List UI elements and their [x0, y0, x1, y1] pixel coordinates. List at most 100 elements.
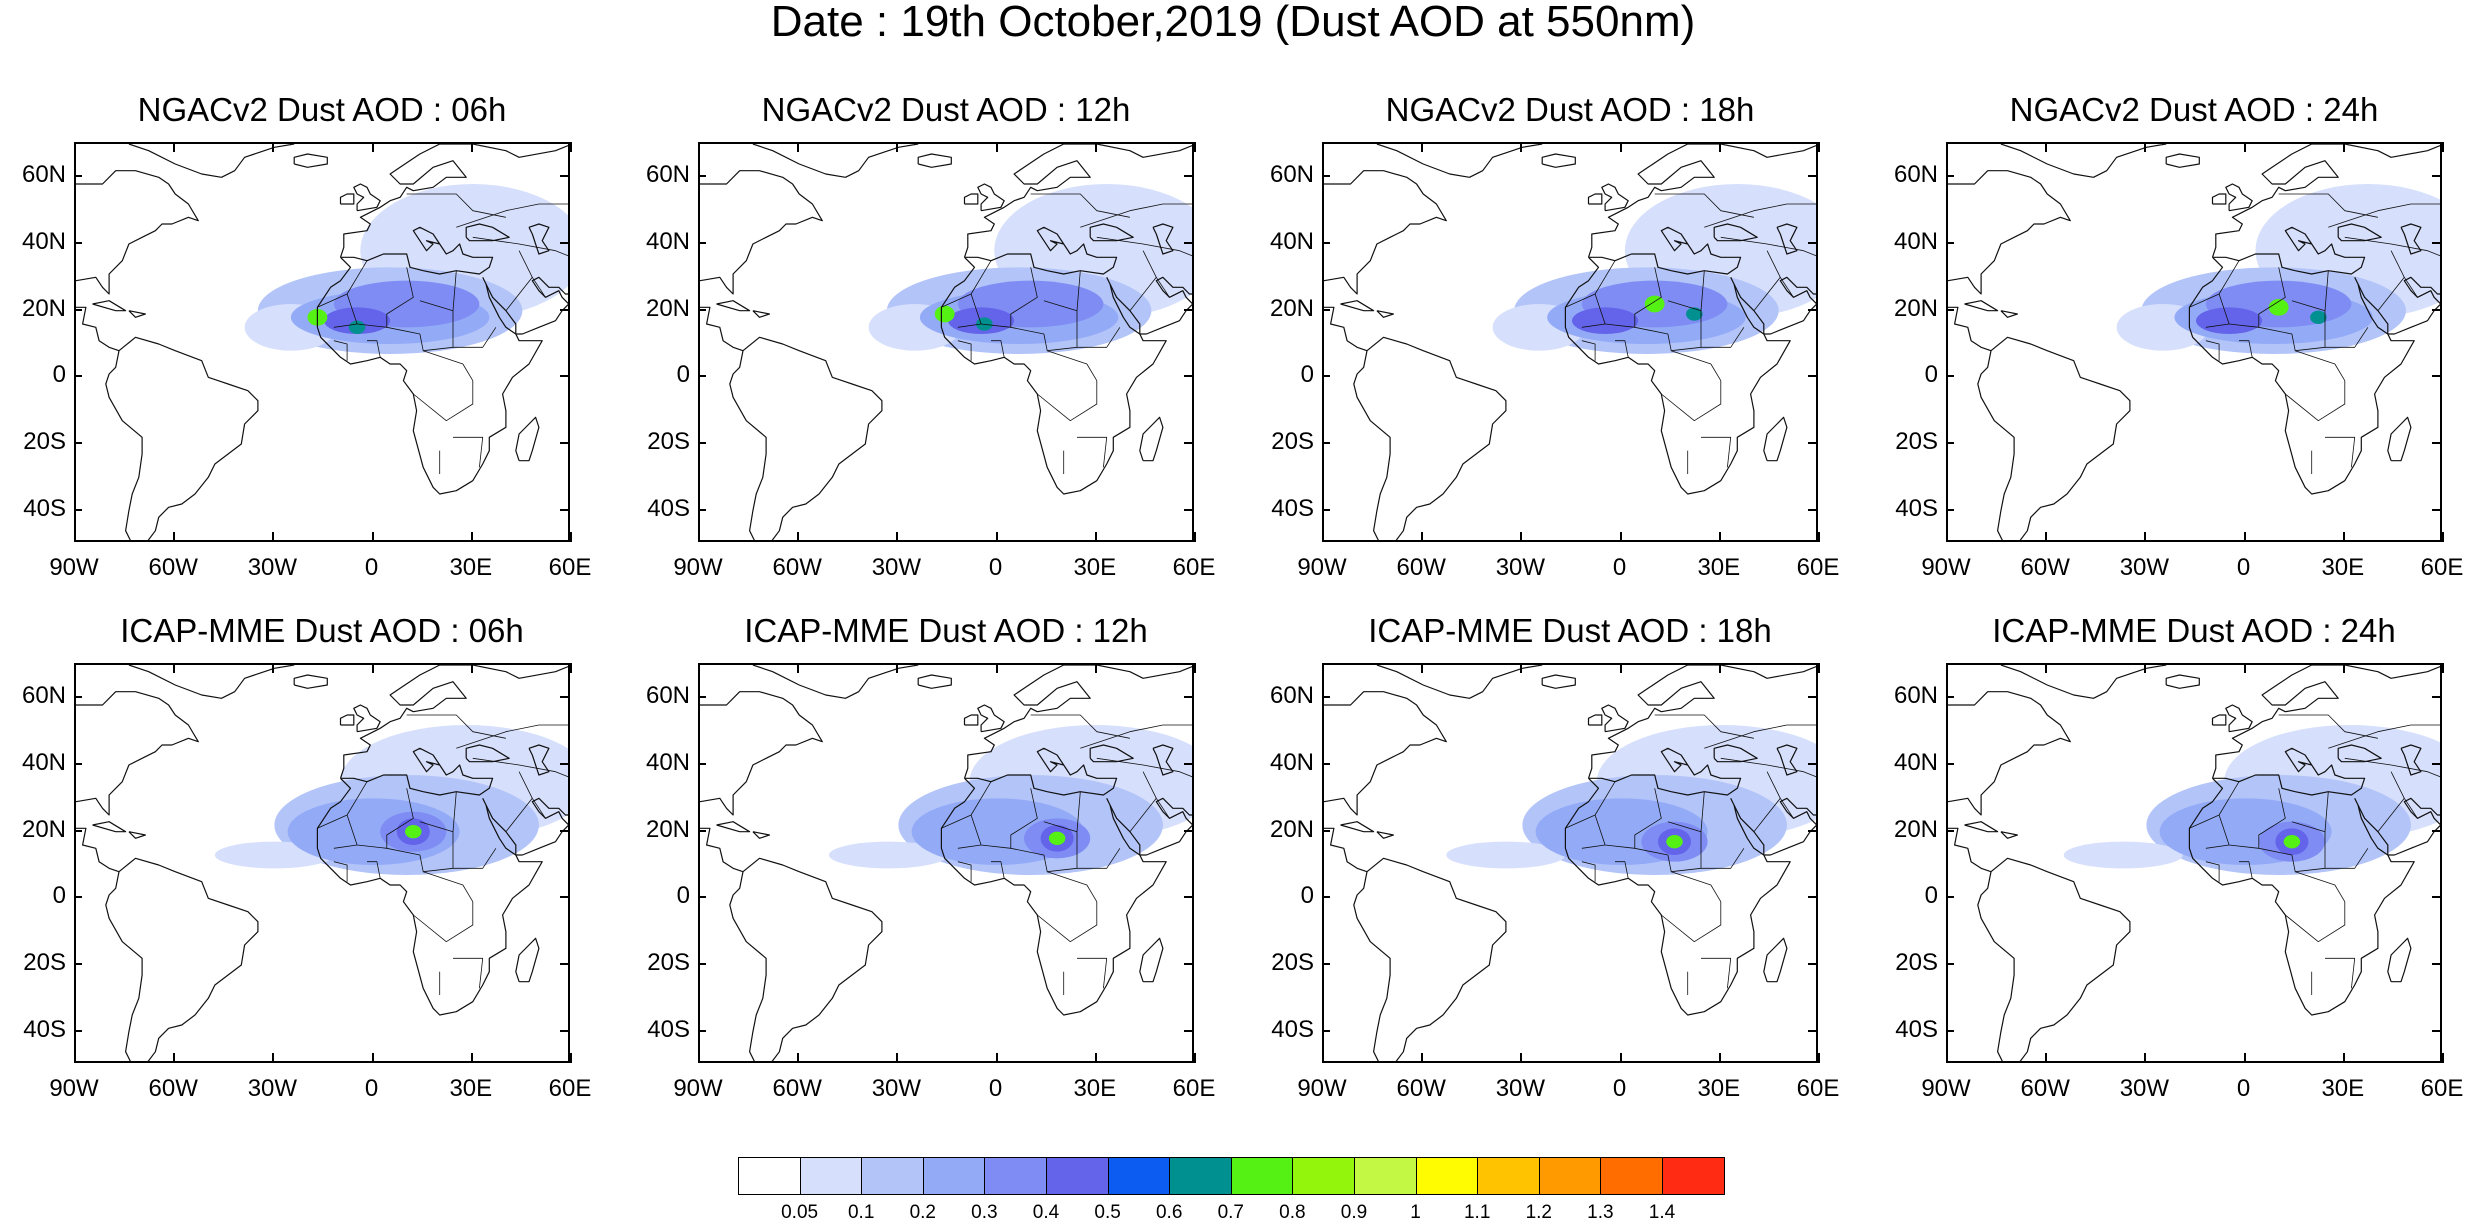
latitude-tick — [74, 829, 82, 832]
coastline — [316, 256, 543, 495]
coastline — [963, 665, 1192, 779]
coastline — [1340, 300, 1375, 312]
coastline — [128, 831, 147, 839]
country-border — [1667, 300, 1702, 312]
longitude-tick — [1619, 142, 1622, 152]
coastline — [917, 153, 952, 168]
latitude-tick — [1184, 442, 1192, 444]
longitude-tick — [1194, 142, 1196, 152]
country-border — [386, 791, 457, 873]
country-border — [2205, 861, 2220, 882]
coastline — [1964, 821, 1999, 833]
country-border — [1581, 340, 1596, 361]
longitude-tick — [1619, 663, 1622, 673]
longitude-tick — [2342, 1053, 2345, 1063]
colorbar-label: 0.8 — [1279, 1202, 1306, 1223]
country-border — [1704, 724, 1816, 749]
latitude-tick-label: 40S — [647, 1015, 690, 1043]
colorbar-swatch — [1046, 1157, 1109, 1195]
latitude-tick — [1184, 308, 1192, 311]
colorbar-swatch — [1230, 1157, 1294, 1195]
longitude-tick — [371, 663, 374, 673]
dust-aod-contour — [405, 825, 422, 839]
latitude-tick — [74, 696, 82, 699]
coastline — [1977, 336, 2131, 540]
dust-aod-map — [698, 663, 1194, 1063]
country-border — [317, 781, 368, 829]
longitude-tick-label: 0 — [2236, 554, 2251, 581]
latitude-tick — [1808, 696, 1816, 699]
coastline — [1763, 937, 1788, 983]
dust-aod-contour — [348, 320, 366, 334]
latitude-tick — [1808, 508, 1816, 511]
coastline — [1152, 223, 1174, 255]
latitude-tick — [1322, 696, 1330, 699]
country-border — [2229, 788, 2286, 849]
coastline — [700, 691, 823, 816]
country-border — [1605, 788, 1662, 849]
panel-title: NGACv2 Dust AOD : 24h — [2009, 91, 2379, 128]
longitude-tick — [1094, 663, 1097, 673]
latitude-tick-label: 20S — [23, 428, 66, 455]
longitude-tick-label: 60W — [1396, 554, 1446, 581]
coastline — [1964, 300, 1999, 312]
colorbar-swatch — [1169, 1157, 1232, 1195]
latitude-tick — [1322, 1029, 1330, 1032]
latitude-tick-label: 20S — [23, 949, 66, 976]
longitude-tick — [995, 532, 998, 542]
latitude-tick — [2432, 242, 2440, 244]
country-border — [413, 350, 474, 422]
country-border — [991, 861, 1005, 879]
longitude-tick — [2045, 142, 2048, 152]
country-border — [456, 724, 568, 749]
latitude-tick — [698, 375, 706, 378]
longitude-tick — [1946, 532, 1948, 542]
latitude-tick-label: 0 — [52, 882, 66, 910]
country-border — [2325, 436, 2356, 468]
country-border — [2189, 781, 2240, 829]
latitude-tick — [2432, 963, 2440, 965]
latitude-tick-label: 60N — [645, 682, 690, 710]
longitude-tick — [2442, 663, 2444, 673]
longitude-tick — [1194, 663, 1196, 673]
coastline — [963, 144, 1192, 258]
latitude-tick — [1184, 763, 1192, 765]
longitude-tick-label: 30E — [1697, 1075, 1741, 1102]
latitude-tick-label: 20S — [1895, 428, 1938, 455]
country-border — [357, 267, 414, 328]
colorbar-label: 1.2 — [1525, 1202, 1552, 1223]
latitude-tick — [1946, 442, 1954, 444]
dust-aod-contour — [1666, 835, 1683, 849]
longitude-tick-label: 60W — [148, 554, 198, 581]
country-border — [2390, 250, 2405, 278]
longitude-tick — [173, 1053, 176, 1063]
country-border — [1096, 236, 1192, 257]
coastline — [340, 226, 494, 275]
longitude-tick-label: 60E — [1172, 1075, 1216, 1102]
latitude-tick — [74, 175, 82, 178]
country-border — [1701, 327, 1745, 348]
latitude-tick — [1184, 1029, 1192, 1032]
latitude-tick-label: 20N — [21, 294, 66, 322]
coastline — [1376, 665, 1543, 699]
coastline — [528, 223, 550, 255]
coastline — [752, 144, 919, 178]
country-border — [1142, 771, 1157, 799]
latitude-tick — [1322, 442, 1330, 444]
coastline — [977, 704, 1005, 733]
coastline — [917, 674, 952, 689]
coastline — [1564, 256, 1791, 495]
country-border — [1701, 848, 1745, 869]
longitude-tick — [1946, 142, 1948, 152]
coastline — [1541, 674, 1576, 689]
longitude-tick-label: 30E — [449, 554, 493, 581]
latitude-tick — [1322, 763, 1330, 765]
latitude-tick-label: 40N — [645, 749, 690, 776]
dust-aod-contour — [1686, 307, 1703, 321]
coastline — [339, 714, 355, 726]
coastline — [2357, 797, 2440, 856]
longitude-tick-label: 90W — [673, 554, 723, 581]
country-border — [957, 814, 982, 849]
longitude-tick — [1619, 1053, 1622, 1063]
latitude-tick — [74, 963, 82, 965]
